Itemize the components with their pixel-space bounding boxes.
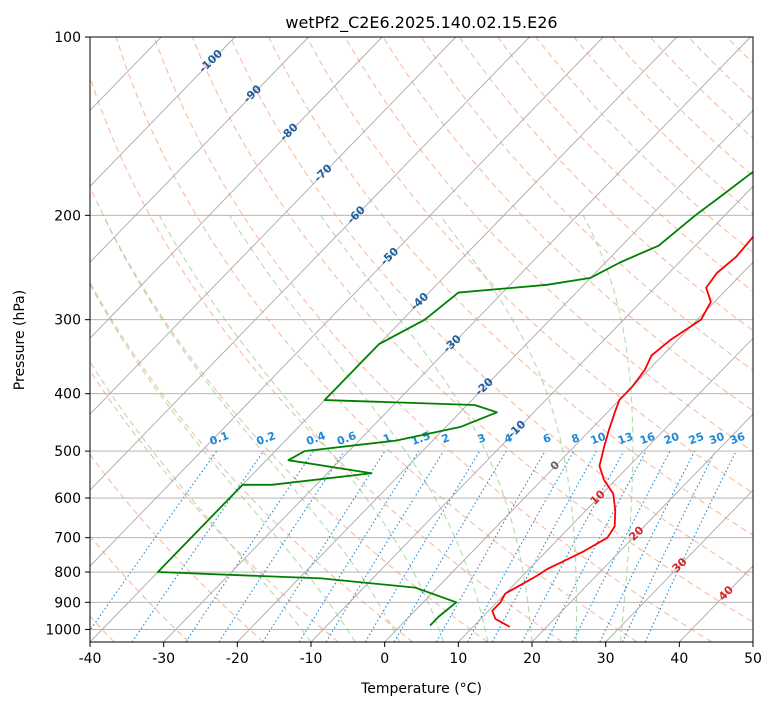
plot-frame: [89, 36, 754, 643]
moist-adiabat: [158, 215, 445, 642]
mixing-ratio-line: [218, 450, 345, 642]
dry-adiabat: [306, 37, 753, 494]
mixing-ratio-label: 1: [381, 431, 393, 446]
dry-adiabat: [115, 37, 638, 642]
mixing-ratio-label: 10: [589, 430, 608, 448]
x-tick-label: -20: [226, 651, 249, 667]
grid-layer: -100-90-80-70-60-50-40-30-20-10010203040…: [90, 37, 753, 642]
dry-adiabat: [90, 75, 563, 642]
moist-adiabat: [102, 215, 400, 642]
x-tick-label: 10: [449, 651, 467, 667]
x-tick-label: 50: [744, 651, 762, 667]
mixing-ratio-label: 4: [502, 431, 514, 446]
dry-adiabat: [90, 281, 414, 642]
isotherm: [90, 37, 457, 415]
dry-adiabat: [497, 37, 753, 293]
x-tick-label: 30: [597, 651, 615, 667]
mixing-ratio-line: [185, 450, 314, 642]
dry-adiabat: [90, 185, 488, 642]
y-tick-label: 100: [54, 30, 81, 46]
mixing-ratio-label: 0.4: [305, 429, 328, 448]
mixing-ratio-line: [131, 450, 265, 642]
moist-adiabat: [439, 215, 578, 642]
moist-adiabat: [582, 215, 634, 642]
moist-adiabat: [90, 360, 312, 642]
y-tick-label: 400: [54, 387, 81, 403]
y-tick-label: 900: [54, 595, 81, 611]
y-tick-label: 700: [54, 531, 81, 547]
mixing-ratio-label: 30: [707, 430, 726, 448]
isotherm: [605, 489, 753, 642]
isotherm: [90, 37, 604, 567]
mixing-ratio-line: [325, 450, 444, 642]
mixing-ratio-line: [521, 450, 625, 642]
mixing-ratio-label: 0.1: [208, 429, 231, 448]
y-tick-label: 1000: [45, 622, 81, 638]
mixing-ratio-line: [262, 450, 386, 642]
mixing-ratio-line: [90, 450, 218, 632]
moist-adiabat: [320, 215, 533, 642]
mixing-ratio-line: [599, 450, 696, 642]
dry-adiabat: [191, 37, 753, 623]
mixing-ratio-label: 2: [440, 431, 452, 446]
mixing-ratio-line: [467, 450, 575, 642]
y-tick-label: 600: [54, 491, 81, 507]
isotherm: [90, 37, 530, 491]
data-layer: [156, 171, 753, 628]
dewpoint-profile: [156, 171, 753, 627]
x-tick-label: 40: [670, 651, 688, 667]
chart-title: wetPf2_C2E6.2025.140.02.15.E26: [285, 13, 557, 33]
isotherm: [531, 413, 753, 642]
mixing-ratio-label: 0.2: [255, 429, 278, 448]
mixing-ratio-label: 8: [570, 431, 582, 446]
y-tick-label: 300: [54, 313, 81, 329]
isotherm: [163, 37, 751, 642]
mixing-ratio-label: 36: [728, 430, 747, 448]
y-tick-label: 200: [54, 208, 81, 224]
temperature-profile: [491, 235, 753, 628]
x-tick-label: -40: [79, 651, 102, 667]
tick-layer: -40 -30 -20 -10 0 10 20 30 40 5010020030040050060…: [45, 30, 762, 667]
dry-adiabat: [268, 37, 753, 536]
moist-adiabat: [90, 283, 356, 642]
x-axis-label: Temperature (°C): [360, 681, 482, 697]
isotherm: [90, 37, 236, 187]
dry-adiabat: [535, 37, 753, 254]
isotherm: [90, 37, 309, 263]
dry-adiabat: [90, 453, 264, 642]
mixing-ratio-label: 16: [638, 430, 657, 448]
isotherm: [458, 337, 753, 642]
mixing-ratio-label: 13: [616, 430, 635, 447]
x-tick-label: -10: [300, 651, 323, 667]
y-tick-label: 500: [54, 444, 81, 460]
isotherm: [310, 185, 753, 642]
dry-adiabat: [420, 37, 753, 372]
mixing-ratio-label: 25: [687, 430, 706, 447]
mixing-ratio-label: 6: [541, 431, 553, 446]
x-tick-label: 0: [380, 651, 389, 667]
isotherm: [384, 261, 753, 642]
isotherm: [237, 109, 753, 642]
dry-adiabat: [153, 37, 712, 642]
y-tick-label: 800: [54, 565, 81, 581]
dry-adiabat: [382, 37, 753, 412]
mixing-ratio-line: [572, 450, 671, 642]
y-axis-label: Pressure (hPa): [12, 290, 28, 390]
isotherm: [90, 37, 383, 339]
mixing-ratio-label: 0.6: [335, 429, 358, 448]
dry-adiabat: [611, 37, 753, 177]
mixing-ratio-label: 3: [476, 431, 488, 446]
x-tick-label: 20: [523, 651, 541, 667]
dry-adiabat: [229, 37, 753, 579]
mixing-ratio-label: 20: [662, 430, 681, 448]
x-tick-label: -30: [152, 651, 175, 667]
